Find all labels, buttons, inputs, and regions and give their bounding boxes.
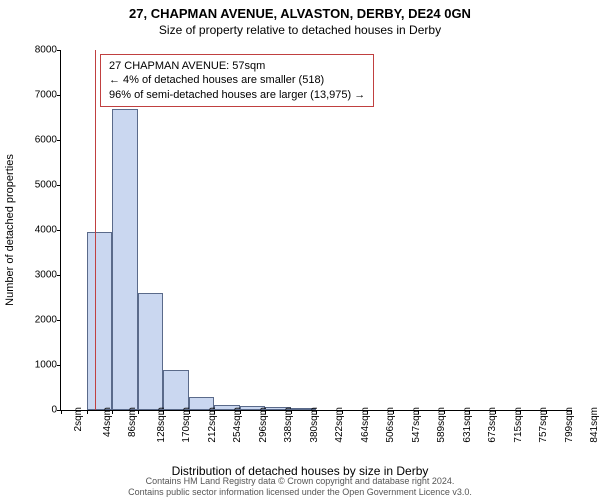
footer-line-1: Contains HM Land Registry data © Crown c…	[0, 476, 600, 487]
x-tick-mark	[571, 410, 572, 414]
x-tick-mark	[87, 410, 88, 414]
footer: Contains HM Land Registry data © Crown c…	[0, 476, 600, 498]
x-tick-label: 212sqm	[206, 407, 217, 443]
y-tick-label: 6000	[23, 135, 57, 146]
x-tick-label: 715sqm	[512, 407, 523, 443]
x-tick-mark	[342, 410, 343, 414]
y-tick-label: 0	[23, 405, 57, 416]
chart-subtitle: Size of property relative to detached ho…	[0, 21, 600, 41]
x-tick-label: 2sqm	[73, 407, 84, 431]
annotation-box: 27 CHAPMAN AVENUE: 57sqm ← 4% of detache…	[100, 54, 374, 107]
annotation-line-1: 27 CHAPMAN AVENUE: 57sqm	[109, 59, 365, 73]
x-tick-label: 464sqm	[359, 407, 370, 443]
x-tick-label: 422sqm	[334, 407, 345, 443]
x-tick-mark	[393, 410, 394, 414]
histogram-bar	[163, 370, 189, 411]
y-tick-mark	[57, 140, 61, 141]
x-tick-label: 338sqm	[283, 407, 294, 443]
x-tick-label: 673sqm	[487, 407, 498, 443]
x-tick-mark	[163, 410, 164, 414]
x-tick-mark	[265, 410, 266, 414]
y-tick-label: 4000	[23, 225, 57, 236]
y-tick-label: 5000	[23, 180, 57, 191]
y-tick-mark	[57, 230, 61, 231]
footer-line-2: Contains public sector information licen…	[0, 487, 600, 498]
y-tick-label: 2000	[23, 315, 57, 326]
x-tick-mark	[418, 410, 419, 414]
x-tick-mark	[240, 410, 241, 414]
x-tick-label: 128sqm	[155, 407, 166, 443]
y-tick-mark	[57, 320, 61, 321]
y-tick-mark	[57, 50, 61, 51]
y-tick-mark	[57, 275, 61, 276]
y-tick-mark	[57, 365, 61, 366]
x-tick-mark	[138, 410, 139, 414]
y-tick-mark	[57, 95, 61, 96]
x-tick-mark	[367, 410, 368, 414]
x-tick-label: 757sqm	[538, 407, 549, 443]
property-marker-line	[95, 50, 97, 410]
y-tick-label: 1000	[23, 360, 57, 371]
x-tick-label: 631sqm	[461, 407, 472, 443]
x-tick-label: 86sqm	[127, 407, 138, 437]
x-tick-label: 506sqm	[385, 407, 396, 443]
annotation-line-3: 96% of semi-detached houses are larger (…	[109, 88, 365, 102]
y-tick-mark	[57, 185, 61, 186]
y-axis-label: Number of detached properties	[4, 154, 16, 306]
histogram-bar	[112, 109, 138, 411]
x-tick-label: 589sqm	[436, 407, 447, 443]
x-tick-mark	[444, 410, 445, 414]
y-tick-label: 8000	[23, 45, 57, 56]
chart-container: 27, CHAPMAN AVENUE, ALVASTON, DERBY, DE2…	[0, 0, 600, 500]
x-tick-mark	[495, 410, 496, 414]
x-tick-label: 170sqm	[181, 407, 192, 443]
x-tick-mark	[316, 410, 317, 414]
histogram-bar	[87, 232, 113, 410]
x-tick-mark	[469, 410, 470, 414]
x-tick-mark	[189, 410, 190, 414]
x-tick-label: 547sqm	[410, 407, 421, 443]
x-tick-label: 44sqm	[102, 407, 113, 437]
x-tick-label: 254sqm	[232, 407, 243, 443]
chart-title: 27, CHAPMAN AVENUE, ALVASTON, DERBY, DE2…	[0, 0, 600, 21]
x-tick-mark	[214, 410, 215, 414]
histogram-bar	[138, 293, 164, 410]
x-tick-label: 296sqm	[257, 407, 268, 443]
annotation-line-2: ← 4% of detached houses are smaller (518…	[109, 73, 365, 87]
x-tick-mark	[61, 410, 62, 414]
x-tick-mark	[112, 410, 113, 414]
x-tick-mark	[291, 410, 292, 414]
y-tick-label: 3000	[23, 270, 57, 281]
x-tick-label: 799sqm	[563, 407, 574, 443]
x-tick-label: 380sqm	[308, 407, 319, 443]
x-tick-mark	[520, 410, 521, 414]
x-tick-label: 841sqm	[589, 407, 600, 443]
x-tick-mark	[546, 410, 547, 414]
y-tick-label: 7000	[23, 90, 57, 101]
